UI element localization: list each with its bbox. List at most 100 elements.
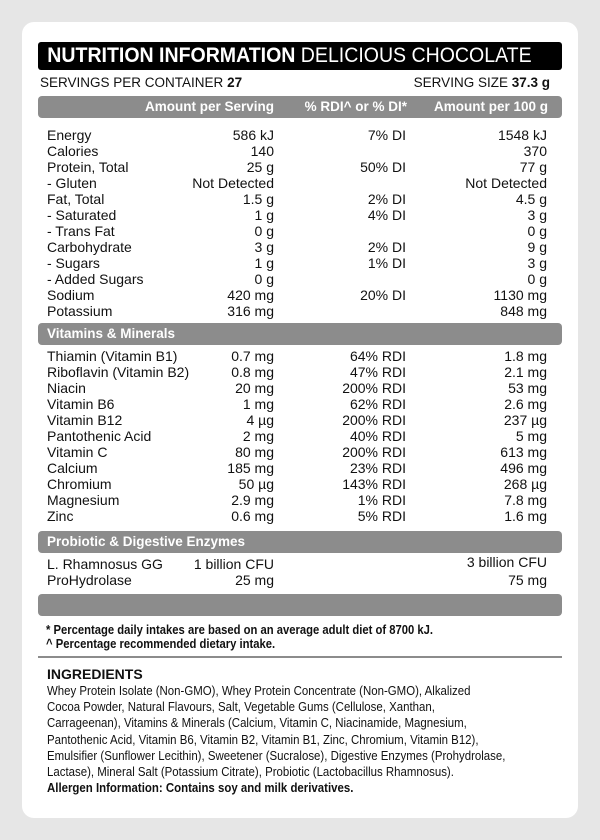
amount-per-serving: 25 mg <box>235 572 274 588</box>
nutrient-name: Potassium <box>47 303 113 319</box>
percent-intake: 47% RDI <box>349 364 406 380</box>
divider <box>38 656 562 658</box>
amount-per-100g: 2.1 mg <box>504 364 547 380</box>
percent-intake: 20% DI <box>360 287 406 303</box>
percent-intake: 50% DI <box>360 159 406 175</box>
nutrient-name: L. Rhamnosus GG <box>47 556 163 572</box>
table-row: Niacin 20 mg 200% RDI 53 mg <box>47 380 547 396</box>
table-row: - Sugars 1 g 1% DI 3 g <box>47 255 547 271</box>
percent-intake: 4% DI <box>367 207 406 223</box>
amount-per-100g: Not Detected <box>465 175 547 191</box>
amount-per-100g: 5 mg <box>515 428 547 444</box>
ingredients-title: INGREDIENTS <box>47 666 143 682</box>
amount-per-100g: 0 g <box>527 271 547 287</box>
amount-per-serving: 20 mg <box>235 380 274 396</box>
amount-per-serving: 2 mg <box>242 428 274 444</box>
amount-per-100g: 1.8 mg <box>504 348 547 364</box>
amount-per-100g: 496 mg <box>500 460 547 476</box>
nutrient-name: ProHydrolase <box>47 572 132 588</box>
amount-per-100g: 2.6 mg <box>504 396 547 412</box>
ingredients-line: Lactase), Mineral Salt (Potassium Citrat… <box>47 764 454 780</box>
header-per-100g: Amount per 100 g <box>433 99 548 114</box>
nutrient-name: Thiamin (Vitamin B1) <box>47 348 178 364</box>
nutrient-name: Zinc <box>47 508 74 524</box>
percent-intake: 1% DI <box>367 255 406 271</box>
probiotic-section-header: Probiotic & Digestive Enzymes <box>38 531 562 553</box>
table-row: Fat, Total 1.5 g 2% DI 4.5 g <box>47 191 547 207</box>
table-header: Amount per Serving % RDI^ or % DI* Amoun… <box>38 96 562 118</box>
table-row: Chromium 50 µg 143% RDI 268 µg <box>47 476 547 492</box>
nutrient-name: Pantothenic Acid <box>47 428 152 444</box>
amount-per-serving: 1 billion CFU <box>193 556 274 572</box>
header-per-serving: Amount per Serving <box>144 99 274 114</box>
amount-per-100g: 77 g <box>519 159 547 175</box>
table-row: Vitamin C 80 mg 200% RDI 613 mg <box>47 444 547 460</box>
servings-value: 27 <box>227 75 243 90</box>
probiotic-title: Probiotic & Digestive Enzymes <box>47 534 246 549</box>
probiotics-table: L. Rhamnosus GG 1 billion CFU 3 billion CF… <box>47 554 547 588</box>
table-row: Calcium 185 mg 23% RDI 496 mg <box>47 460 547 476</box>
table-row: Magnesium 2.9 mg 1% RDI 7.8 mg <box>47 492 547 508</box>
ingredients-line: Whey Protein Isolate (Non-GMO), Whey Pro… <box>47 683 471 698</box>
percent-intake: 5% RDI <box>357 508 406 524</box>
allergen-information: Allergen Information: Contains soy and m… <box>47 780 354 796</box>
ingredients-line: Cocoa Powder, Natural Flavours, Salt, Ve… <box>47 699 435 715</box>
empty-bar <box>38 594 562 616</box>
nutrient-name: - Added Sugars <box>47 271 144 287</box>
amount-per-100g: 1130 mg <box>493 287 547 303</box>
table-row: - Added Sugars 0 g 0 g <box>47 271 547 287</box>
amount-per-serving: 0 g <box>254 271 274 287</box>
header-rdi: % RDI^ or % DI* <box>304 99 407 114</box>
table-row: - Trans Fat 0 g 0 g <box>47 223 547 239</box>
table-row: ProHydrolase 25 mg 75 mg <box>47 572 547 588</box>
nutrient-name: Sodium <box>47 287 95 303</box>
table-row: Carbohydrate 3 g 2% DI 9 g <box>47 239 547 255</box>
ingredients-line: Pantothenic Acid, Vitamin B6, Vitamin B2… <box>47 731 479 747</box>
amount-per-100g: 7.8 mg <box>504 492 547 508</box>
ingredients-line: Emulsifier (Sunflower Lecithin), Sweeten… <box>47 747 506 763</box>
percent-intake: 62% RDI <box>349 396 406 412</box>
amount-per-100g: 53 mg <box>508 380 547 396</box>
amount-per-serving: 316 mg <box>227 303 274 319</box>
ingredients-list: Whey Protein Isolate (Non-GMO), Whey Pro… <box>47 683 505 796</box>
amount-per-100g: 9 g <box>527 239 547 255</box>
amount-per-serving: 3 g <box>254 239 274 255</box>
percent-intake: 200% RDI <box>342 380 406 396</box>
percent-intake: 7% DI <box>367 127 406 143</box>
amount-per-serving: 0.8 mg <box>231 364 274 380</box>
percent-intake: 64% RDI <box>349 348 406 364</box>
table-row: Sodium 420 mg 20% DI 1130 mg <box>47 287 547 303</box>
serving-size-label: SERVING SIZE <box>413 75 508 90</box>
percent-intake: 200% RDI <box>342 444 406 460</box>
table-row: Thiamin (Vitamin B1) 0.7 mg 64% RDI 1.8 mg <box>47 348 547 364</box>
amount-per-serving: 0.7 mg <box>231 348 274 364</box>
nutrient-name: Chromium <box>47 476 112 492</box>
nutrient-name: Energy <box>47 127 92 143</box>
table-row: Pantothenic Acid 2 mg 40% RDI 5 mg <box>47 428 547 444</box>
amount-per-serving: 1 g <box>254 207 274 223</box>
servings-per-container: SERVINGS PER CONTAINER 27 <box>40 75 242 90</box>
percent-intake: 200% RDI <box>342 412 406 428</box>
amount-per-100g: 1548 kJ <box>497 127 547 143</box>
nutrient-name: Fat, Total <box>47 191 105 207</box>
amount-per-serving: 25 g <box>246 159 274 175</box>
amount-per-serving: 1 g <box>254 255 274 271</box>
amount-per-serving: 80 mg <box>235 444 274 460</box>
amount-per-serving: 140 <box>250 143 274 159</box>
title-bold: NUTRITION INFORMATION <box>47 44 296 67</box>
nutrient-name: Calories <box>47 143 99 159</box>
table-row: Protein, Total 25 g 50% DI 77 g <box>47 159 547 175</box>
amount-per-100g: 613 mg <box>500 444 547 460</box>
table-row: Vitamin B12 4 µg 200% RDI 237 µg <box>47 412 547 428</box>
nutrient-name: Riboflavin (Vitamin B2) <box>47 364 190 380</box>
nutrient-name: Magnesium <box>47 492 120 508</box>
footnote-di: * Percentage daily intakes are based on … <box>46 623 434 637</box>
amount-per-100g: 1.6 mg <box>504 508 547 524</box>
amount-per-100g: 370 <box>523 143 547 159</box>
servings-label: SERVINGS PER CONTAINER <box>40 75 224 90</box>
amount-per-100g: 3 g <box>527 255 547 271</box>
nutrients-table: Energy 586 kJ 7% DI 1548 kJ Calories 140 370 Pr… <box>47 127 547 319</box>
percent-intake: 23% RDI <box>349 460 406 476</box>
percent-intake: 1% RDI <box>357 492 406 508</box>
amount-per-100g: 848 mg <box>500 303 547 319</box>
